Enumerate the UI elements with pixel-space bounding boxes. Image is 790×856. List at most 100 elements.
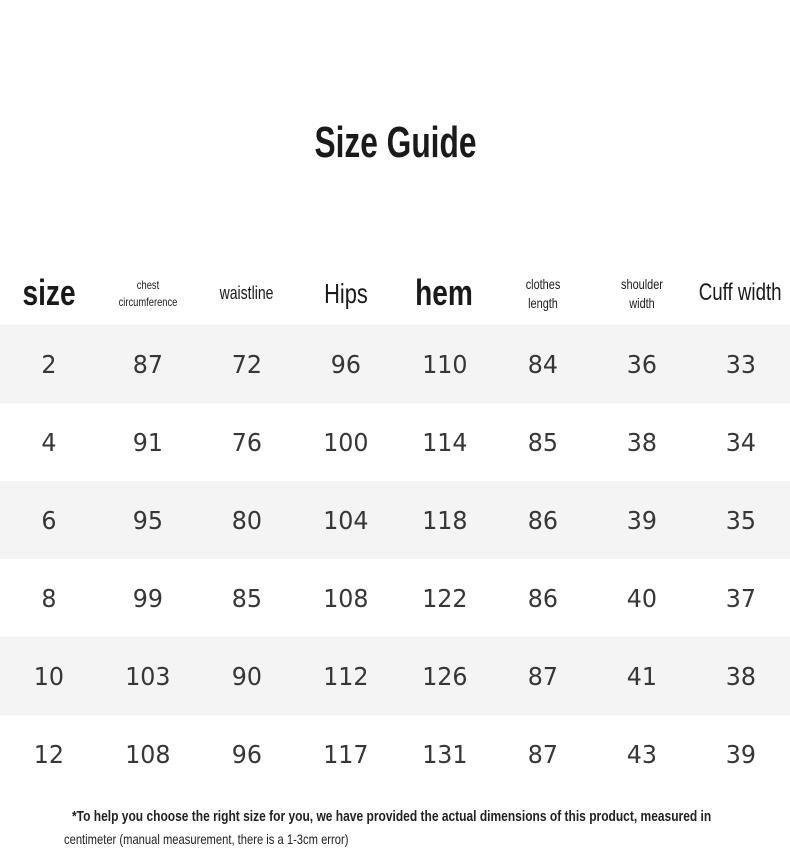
table-cell: 87 — [494, 637, 593, 715]
cell-value: 108 — [322, 583, 369, 613]
cell-value: 104 — [322, 505, 369, 535]
header-cuff-width: Cuff width — [691, 262, 790, 325]
cell-value: 6 — [41, 505, 57, 535]
header-hips-text: Hips — [323, 277, 368, 309]
table-row: 10 103 90 112 126 87 41 38 — [0, 637, 790, 715]
cell-value: 122 — [421, 583, 468, 613]
table-cell: 86 — [494, 481, 593, 559]
cell-value: 117 — [322, 739, 369, 769]
cell-value: 35 — [725, 505, 756, 535]
table-cell: 90 — [198, 637, 297, 715]
table-cell: 36 — [593, 325, 692, 403]
table-cell: 112 — [296, 637, 395, 715]
cell-value: 12 — [34, 739, 65, 769]
table-cell: 10 — [0, 637, 99, 715]
table-cell: 103 — [99, 637, 198, 715]
table-row: 12 108 96 117 131 87 43 39 — [0, 715, 790, 793]
cell-value: 118 — [421, 505, 468, 535]
cell-value: 85 — [231, 583, 262, 613]
cell-value: 38 — [725, 661, 756, 691]
note-line-2: centimeter (manual measurement, there is… — [64, 831, 349, 847]
table-cell: 37 — [691, 559, 790, 637]
cell-value: 96 — [330, 349, 361, 379]
cell-value: 8 — [41, 583, 57, 613]
table-cell: 35 — [691, 481, 790, 559]
cell-value: 87 — [528, 739, 559, 769]
table-cell: 76 — [198, 403, 297, 481]
header-size: size — [0, 262, 99, 325]
header-chest-text: chest circumference — [118, 278, 178, 309]
table-cell: 72 — [198, 325, 297, 403]
cell-value: 131 — [421, 739, 468, 769]
cell-value: 84 — [528, 349, 559, 379]
table-cell: 91 — [99, 403, 198, 481]
table-cell: 117 — [296, 715, 395, 793]
cell-value: 38 — [626, 427, 657, 457]
table-cell: 108 — [296, 559, 395, 637]
table-cell: 131 — [395, 715, 494, 793]
page-title: Size Guide — [0, 118, 790, 168]
table-cell: 99 — [99, 559, 198, 637]
size-table-body: 2 87 72 96 110 84 36 33 4 91 76 100 114 85 38 34 6 95 80 10… — [0, 325, 790, 793]
cell-value: 72 — [231, 349, 262, 379]
table-cell: 96 — [296, 325, 395, 403]
cell-value: 96 — [231, 739, 262, 769]
table-cell: 110 — [395, 325, 494, 403]
cell-value: 90 — [231, 661, 262, 691]
table-cell: 87 — [494, 715, 593, 793]
table-cell: 126 — [395, 637, 494, 715]
cell-value: 76 — [231, 427, 262, 457]
cell-value: 91 — [133, 427, 164, 457]
table-cell: 104 — [296, 481, 395, 559]
cell-value: 114 — [421, 427, 468, 457]
table-cell: 86 — [494, 559, 593, 637]
table-cell: 85 — [198, 559, 297, 637]
table-cell: 43 — [593, 715, 692, 793]
cell-value: 39 — [725, 739, 756, 769]
cell-value: 86 — [528, 505, 559, 535]
table-cell: 4 — [0, 403, 99, 481]
header-cuff-width-text: Cuff width — [699, 279, 783, 307]
cell-value: 95 — [133, 505, 164, 535]
table-cell: 95 — [99, 481, 198, 559]
header-hem-text: hem — [415, 272, 474, 314]
header-hem: hem — [395, 262, 494, 325]
table-cell: 87 — [99, 325, 198, 403]
cell-value: 43 — [626, 739, 657, 769]
table-cell: 12 — [0, 715, 99, 793]
header-clothes-length-text: clothes length — [525, 275, 561, 311]
header-shoulder-width: shoulder width — [593, 262, 692, 325]
table-cell: 38 — [593, 403, 692, 481]
cell-value: 103 — [125, 661, 171, 691]
header-hips: Hips — [296, 262, 395, 325]
cell-value: 41 — [626, 661, 657, 691]
cell-value: 10 — [34, 661, 65, 691]
table-row: 8 99 85 108 122 86 40 37 — [0, 559, 790, 637]
cell-value: 37 — [725, 583, 756, 613]
table-cell: 40 — [593, 559, 692, 637]
table-cell: 85 — [494, 403, 593, 481]
cell-value: 110 — [421, 349, 468, 379]
cell-value: 40 — [626, 583, 657, 613]
cell-value: 112 — [322, 661, 369, 691]
header-clothes-length: clothes length — [494, 262, 593, 325]
table-row: 6 95 80 104 118 86 39 35 — [0, 481, 790, 559]
cell-value: 4 — [41, 427, 57, 457]
table-cell: 96 — [198, 715, 297, 793]
cell-value: 80 — [231, 505, 262, 535]
cell-value: 100 — [322, 427, 369, 457]
header-size-text: size — [22, 272, 76, 314]
cell-value: 87 — [133, 349, 164, 379]
table-row: 2 87 72 96 110 84 36 33 — [0, 325, 790, 403]
cell-value: 86 — [528, 583, 559, 613]
header-waistline: waistline — [198, 262, 297, 325]
header-waistline-text: waistline — [219, 283, 274, 304]
table-cell: 38 — [691, 637, 790, 715]
table-cell: 122 — [395, 559, 494, 637]
measurement-note: *To help you choose the right size for y… — [64, 808, 744, 847]
note-line-1: *To help you choose the right size for y… — [72, 808, 712, 825]
table-cell: 84 — [494, 325, 593, 403]
cell-value: 85 — [528, 427, 559, 457]
table-cell: 33 — [691, 325, 790, 403]
cell-value: 87 — [528, 661, 559, 691]
